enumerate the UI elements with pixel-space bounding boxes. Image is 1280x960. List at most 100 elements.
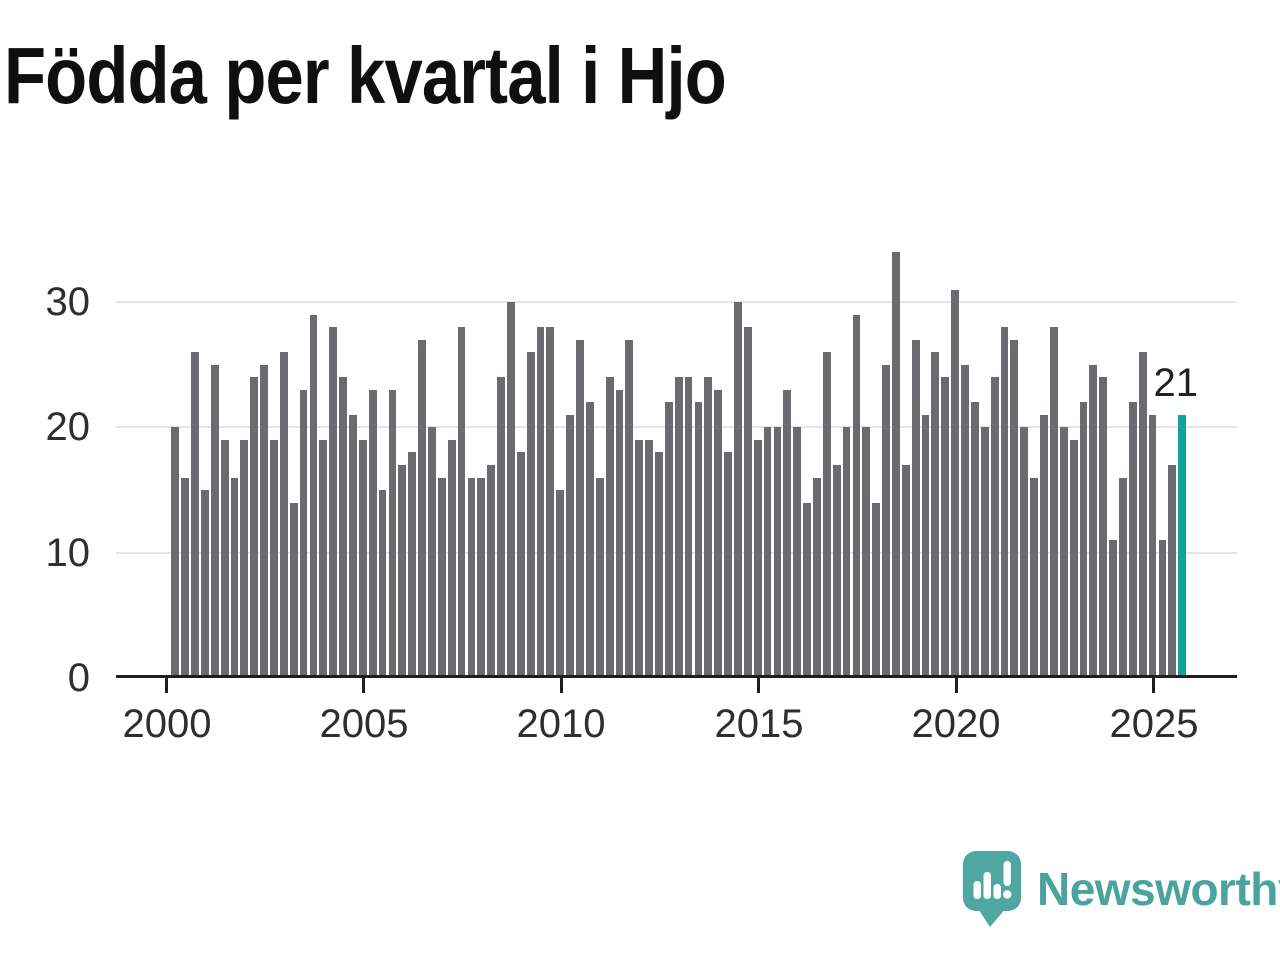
bar [684, 377, 693, 678]
bar [388, 389, 397, 678]
bar [181, 477, 190, 678]
last-value-label: 21 [1153, 361, 1199, 405]
bar [289, 502, 298, 678]
bar [734, 302, 742, 678]
bar [1000, 327, 1009, 678]
bar [803, 502, 811, 678]
bar [1030, 477, 1039, 678]
bar [210, 364, 219, 678]
bar [1119, 477, 1127, 678]
bar [299, 389, 308, 678]
bar [882, 364, 890, 678]
bar [576, 339, 584, 678]
x-axis-label-2000: 2000 [122, 702, 212, 746]
x-axis-tick-2005 [362, 676, 365, 693]
bar [378, 490, 387, 678]
bar [526, 352, 535, 678]
bar [724, 452, 732, 678]
bar [892, 251, 900, 678]
bar [230, 477, 239, 678]
bar [615, 389, 624, 678]
bar [319, 439, 328, 678]
bar [635, 439, 644, 678]
bar [506, 302, 515, 678]
bar [1049, 327, 1058, 678]
x-axis-label-2020: 2020 [911, 702, 1001, 746]
bar [990, 377, 999, 678]
x-axis-label-2005: 2005 [319, 702, 409, 746]
bar [556, 490, 565, 678]
x-axis-tick-2015 [757, 676, 760, 693]
bar [832, 464, 841, 678]
x-axis-label-2025: 2025 [1109, 702, 1199, 746]
bar [704, 377, 713, 678]
bar [270, 439, 278, 678]
bar [980, 427, 989, 678]
bar [595, 477, 604, 678]
bar [1089, 364, 1098, 678]
bar [358, 439, 367, 678]
bar [398, 464, 407, 678]
bar [349, 414, 357, 678]
bar [200, 490, 209, 678]
bar [585, 402, 594, 678]
bar [970, 402, 979, 678]
x-axis-label-2010: 2010 [516, 702, 606, 746]
bar [872, 502, 881, 678]
bar [1040, 414, 1048, 678]
y-axis-label-10: 10 [45, 531, 91, 575]
bar [566, 414, 575, 678]
bar [931, 352, 940, 678]
bar [655, 452, 663, 678]
bar [1158, 540, 1167, 678]
bar [901, 464, 910, 678]
bar [1079, 402, 1088, 678]
bar [1138, 352, 1147, 678]
bar [487, 464, 496, 678]
newsworthy-wordmark: Newsworthy [1037, 863, 1280, 915]
bar [339, 377, 347, 678]
x-axis-tick-2025 [1152, 676, 1155, 693]
bar [408, 452, 417, 678]
bar [457, 327, 466, 678]
bar [1059, 427, 1068, 678]
bar [260, 364, 268, 678]
y-axis-label-20: 20 [45, 405, 91, 449]
bar [664, 402, 673, 678]
y-axis-label-0: 0 [67, 656, 90, 700]
bar [250, 377, 259, 678]
bar [773, 427, 782, 678]
bar [753, 439, 762, 678]
y-axis-label-30: 30 [45, 280, 91, 324]
bar [674, 377, 683, 678]
bar [645, 439, 654, 678]
bar [437, 477, 446, 678]
x-axis-tick-2010 [560, 676, 563, 693]
bar [1148, 414, 1157, 678]
bar [783, 389, 792, 678]
bar [1069, 439, 1078, 678]
bar-highlight [1178, 414, 1187, 678]
bar [694, 402, 703, 678]
bar [813, 477, 821, 678]
bar [1010, 339, 1019, 678]
bar [862, 427, 871, 678]
bar [793, 427, 802, 678]
bar [961, 364, 969, 678]
bar [546, 327, 555, 678]
bar [279, 352, 288, 678]
bar [842, 427, 851, 678]
gridline-30 [116, 301, 1237, 303]
bar [191, 352, 199, 678]
bar [763, 427, 772, 678]
bar [743, 327, 752, 678]
bar [852, 314, 861, 678]
bar [428, 427, 436, 678]
newsworthy-logo-icon [963, 851, 1021, 927]
bar [171, 427, 180, 678]
bar [605, 377, 614, 678]
bar [1109, 540, 1117, 678]
